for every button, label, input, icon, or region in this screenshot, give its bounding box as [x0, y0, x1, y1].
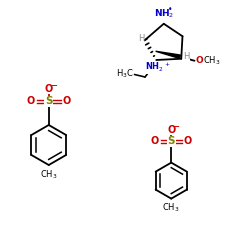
Text: H$_3$C: H$_3$C [116, 68, 134, 80]
Text: H: H [138, 34, 144, 43]
Text: −: − [50, 81, 57, 90]
Text: CH$_3$: CH$_3$ [162, 202, 180, 214]
Text: CH$_3$: CH$_3$ [203, 54, 220, 67]
Text: O: O [196, 56, 203, 65]
Polygon shape [156, 51, 180, 59]
Text: S: S [168, 136, 175, 146]
Text: O: O [184, 136, 192, 146]
Text: O: O [44, 84, 53, 94]
Text: H: H [183, 52, 190, 61]
Text: O: O [167, 125, 175, 135]
Text: S: S [45, 96, 52, 106]
Text: •: • [168, 5, 172, 14]
Text: −: − [172, 122, 179, 131]
Text: O: O [63, 96, 71, 106]
Text: O: O [26, 96, 35, 106]
Text: NH$_2$: NH$_2$ [154, 8, 174, 20]
Text: CH$_3$: CH$_3$ [40, 168, 58, 181]
Text: NH$_2$$^+$: NH$_2$$^+$ [145, 61, 170, 74]
Text: O: O [150, 136, 159, 146]
